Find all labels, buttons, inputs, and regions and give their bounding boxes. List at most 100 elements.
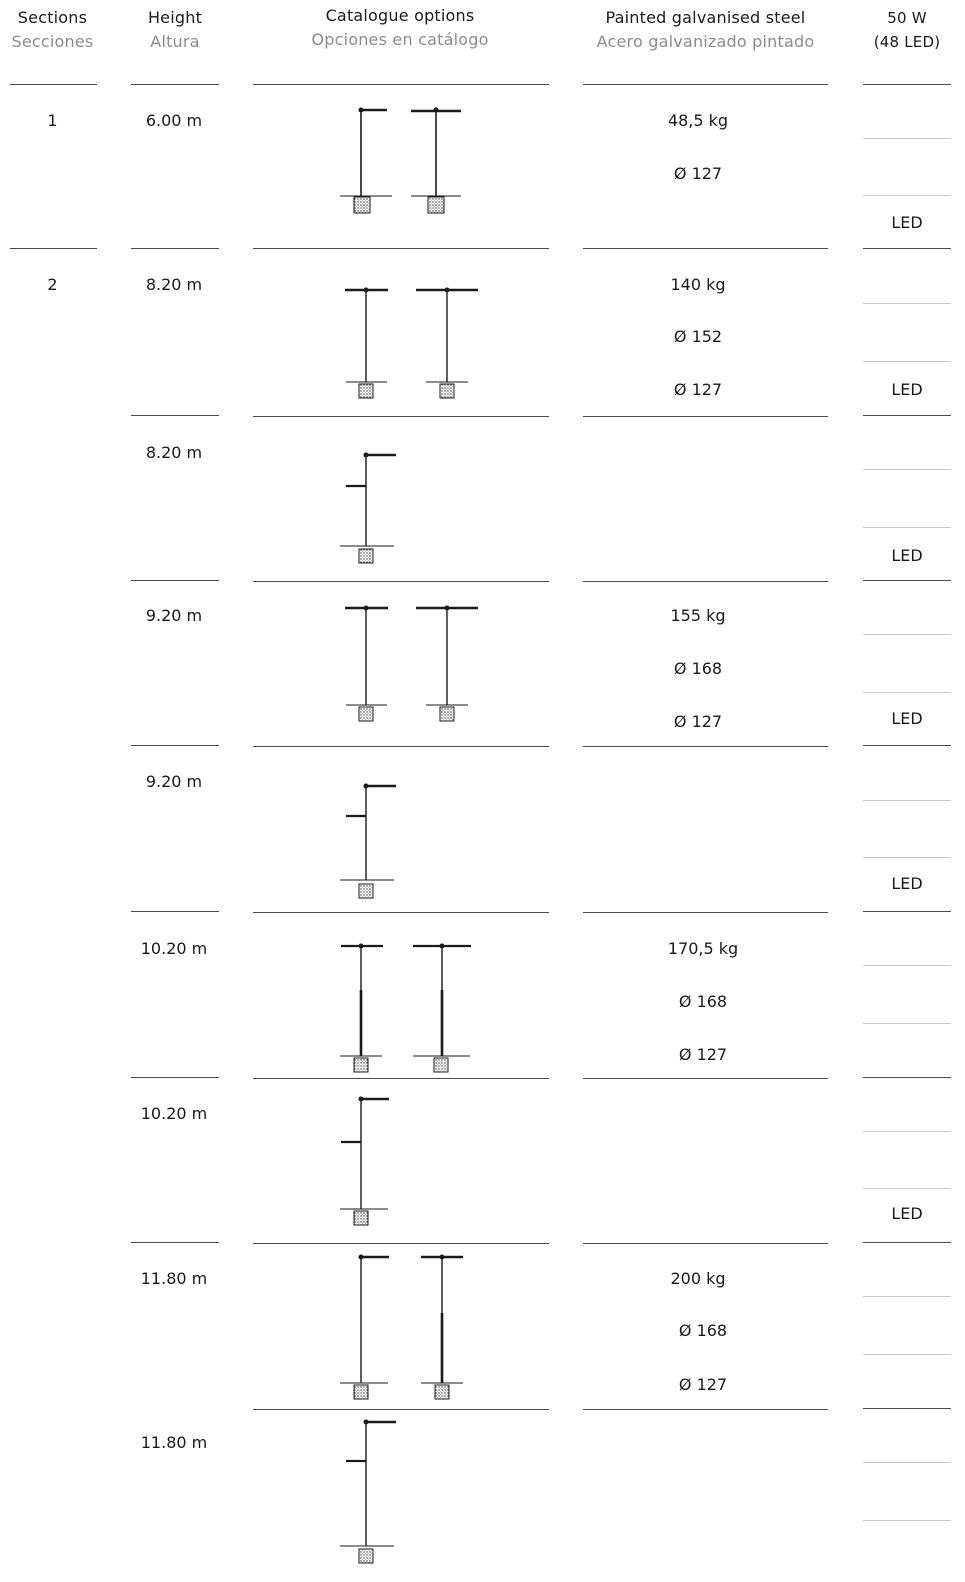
divider [863, 800, 951, 801]
divider [863, 138, 951, 139]
spec-diameter: Ø 168 [678, 992, 728, 1011]
divider [863, 1023, 951, 1024]
row-height: 10.20 m [140, 939, 208, 958]
row-height: 9.20 m [145, 772, 203, 791]
row-height: 11.80 m [140, 1269, 208, 1288]
divider [253, 84, 549, 85]
divider [131, 1077, 219, 1078]
row-height: 8.20 m [145, 275, 203, 294]
divider [863, 692, 951, 693]
divider [583, 1078, 828, 1079]
spec-diameter: Ø 168 [678, 1321, 728, 1340]
divider [863, 195, 951, 196]
divider [863, 248, 951, 249]
divider [10, 84, 97, 85]
pole-drawing-side-10m [340, 1096, 389, 1226]
header-catalogue-es: Opciones en catálogo [311, 30, 489, 49]
led-label: LED [891, 546, 923, 565]
header-height-es: Altura [150, 32, 200, 51]
pole-drawing-double-9m [416, 605, 478, 722]
divider [863, 303, 951, 304]
header-height: Height Altura [130, 6, 220, 54]
divider [253, 1243, 549, 1244]
divider [863, 580, 951, 581]
divider [583, 248, 828, 249]
header-sections-es: Secciones [11, 32, 94, 51]
divider [863, 857, 951, 858]
divider [131, 415, 219, 416]
spec-diameter: Ø 152 [673, 327, 723, 346]
divider [863, 1242, 951, 1243]
divider [131, 248, 219, 249]
divider [583, 746, 828, 747]
divider [131, 1242, 219, 1243]
spec-weight: 170,5 kg [667, 939, 739, 958]
divider [131, 580, 219, 581]
pole-drawing-side-9m [340, 783, 396, 899]
divider [253, 581, 549, 582]
divider [863, 1188, 951, 1189]
pole-drawing-side-8m [340, 452, 396, 564]
header-catalogue: Catalogue options Opciones en catálogo [255, 4, 545, 52]
divider [131, 745, 219, 746]
row-height: 9.20 m [145, 606, 203, 625]
spec-diameter: Ø 127 [673, 164, 723, 183]
header-steel-es: Acero galvanizado pintado [596, 32, 815, 51]
header-power-line1: 50 W [887, 9, 927, 27]
divider [863, 527, 951, 528]
divider [863, 1520, 951, 1521]
header-steel: Painted galvanised steel Acero galvaniza… [583, 6, 828, 54]
pole-drawing-double-10m [340, 943, 383, 1073]
spec-diameter: Ø 127 [678, 1375, 728, 1394]
spec-weight: 140 kg [670, 275, 726, 294]
divider [583, 912, 828, 913]
led-label: LED [891, 709, 923, 728]
header-height-en: Height [147, 8, 203, 27]
divider [583, 581, 828, 582]
led-label: LED [891, 213, 923, 232]
row-height: 10.20 m [140, 1104, 208, 1123]
spec-diameter: Ø 168 [673, 659, 723, 678]
pole-drawing-double-8m [416, 287, 478, 399]
divider [863, 1296, 951, 1297]
divider [863, 1077, 951, 1078]
pole-drawing-double-10m [413, 943, 471, 1073]
divider [863, 1462, 951, 1463]
spec-diameter: Ø 127 [673, 380, 723, 399]
spec-diameter: Ø 127 [673, 712, 723, 731]
header-sections: Sections Secciones [5, 6, 100, 54]
divider [863, 415, 951, 416]
divider [253, 912, 549, 913]
section-number-1: 1 [47, 111, 58, 130]
divider [583, 416, 828, 417]
divider [863, 911, 951, 912]
divider [253, 248, 549, 249]
divider [863, 634, 951, 635]
divider [863, 1408, 951, 1409]
spec-weight: 155 kg [670, 606, 726, 625]
pole-drawing-side-11m-mid-arm [340, 1419, 396, 1564]
led-label: LED [891, 380, 923, 399]
divider [583, 1243, 828, 1244]
divider [253, 1078, 549, 1079]
pole-drawing-double-6m [411, 107, 461, 214]
pole-drawing-double-8m [345, 287, 388, 399]
divider [253, 746, 549, 747]
led-label: LED [891, 874, 923, 893]
row-height: 6.00 m [145, 111, 203, 130]
spec-weight: 48,5 kg [667, 111, 729, 130]
divider [253, 416, 549, 417]
divider [10, 248, 97, 249]
led-label: LED [891, 1204, 923, 1223]
section-number-2: 2 [47, 275, 58, 294]
header-power-line2: (48 LED) [873, 33, 941, 51]
row-height: 11.80 m [140, 1433, 208, 1452]
header-power: 50 W (48 LED) [862, 6, 952, 54]
divider [253, 1409, 549, 1410]
pole-drawing-side-11m [340, 1254, 389, 1400]
divider [863, 361, 951, 362]
header-sections-en: Sections [17, 8, 88, 27]
divider [863, 84, 951, 85]
divider [131, 911, 219, 912]
pole-drawing-double-9m [345, 605, 388, 722]
